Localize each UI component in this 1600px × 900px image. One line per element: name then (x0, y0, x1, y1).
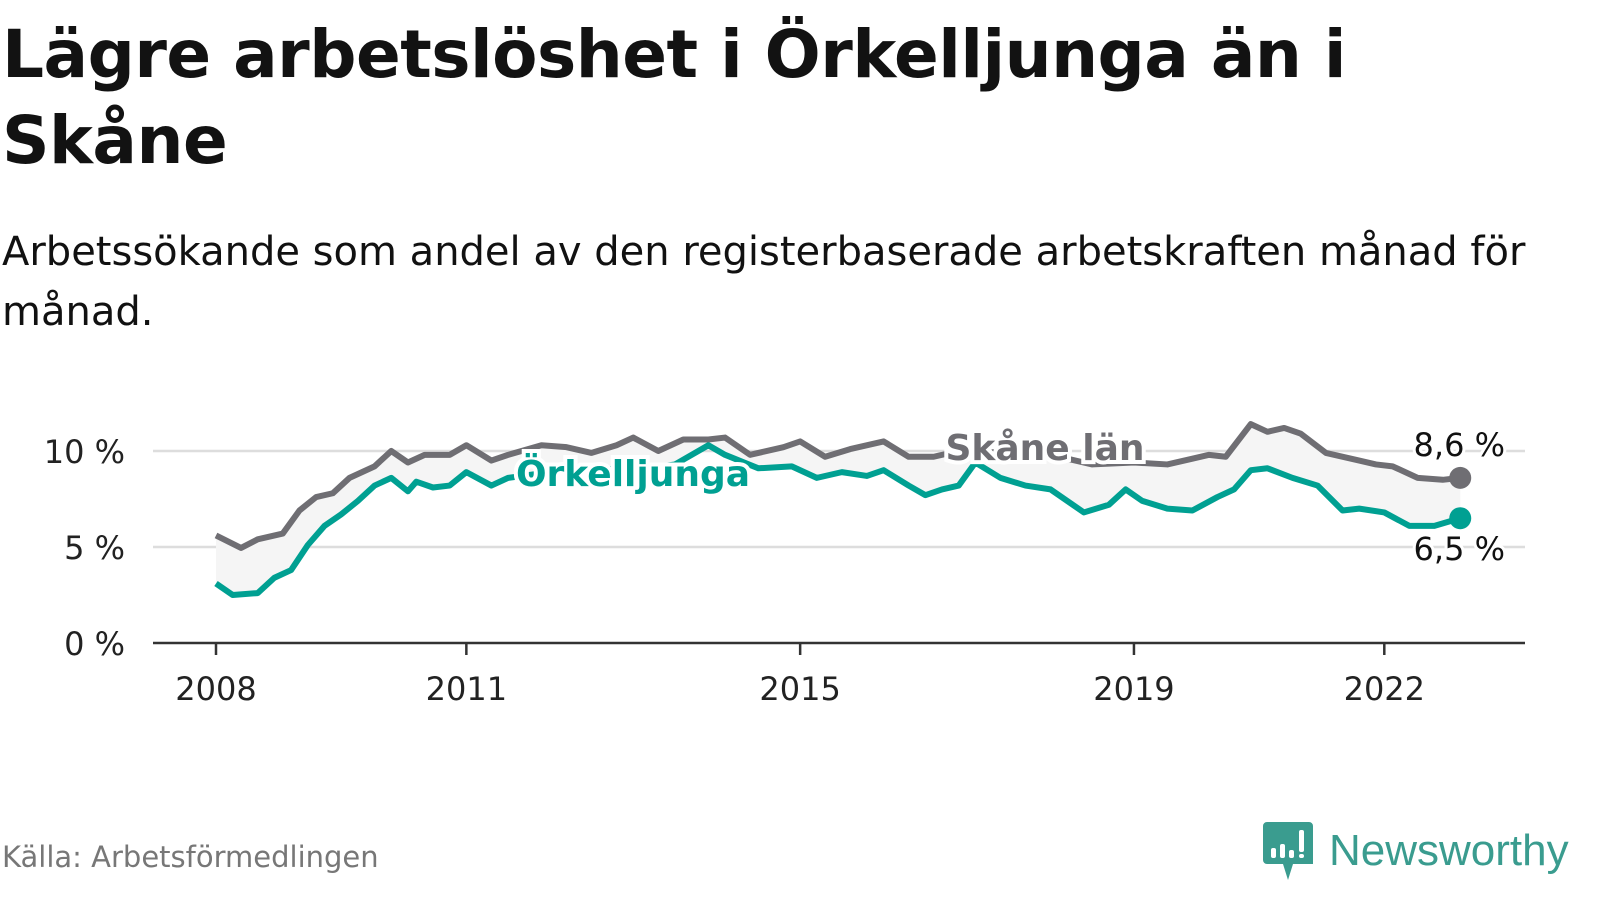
y-tick-label: 0 % (64, 625, 125, 663)
end-label-skane: 8,6 % (1414, 426, 1505, 464)
end-point-skane (1449, 466, 1472, 489)
end-label-orkelljunga: 6,5 % (1414, 530, 1505, 568)
gap-band (216, 424, 1461, 595)
line-chart: 2008 2011 2015 2019 2022 0 % 5 % 10 % 8,6 % 6,5 … (44, 421, 1525, 708)
series-label-orkelljunga: Örkelljunga (516, 453, 750, 495)
chart-subtitle: Arbetssökande som andel av den registerb… (2, 229, 1526, 335)
logo-text: Newsworthy (1329, 826, 1569, 875)
x-tick-label: 2011 (426, 670, 507, 708)
source-note: Källa: Arbetsförmedlingen (2, 840, 379, 874)
chart-title: Lägre arbetslöshet i Örkelljunga än i Sk… (2, 16, 1346, 179)
x-tick-label: 2015 (759, 670, 840, 708)
newsworthy-logo-icon (1263, 822, 1313, 880)
x-tick-label: 2008 (175, 670, 256, 708)
end-point-orkelljunga (1449, 507, 1472, 530)
series-line-orkelljunga (214, 442, 1462, 598)
series-label-skane: Skåne län (945, 428, 1144, 469)
series-line-skane (214, 421, 1461, 551)
y-tick-label: 10 % (44, 433, 125, 471)
x-tick-label: 2022 (1344, 670, 1425, 708)
x-tick-label: 2019 (1093, 670, 1174, 708)
y-tick-label: 5 % (64, 529, 125, 567)
newsworthy-logo: Newsworthy (1263, 822, 1569, 880)
